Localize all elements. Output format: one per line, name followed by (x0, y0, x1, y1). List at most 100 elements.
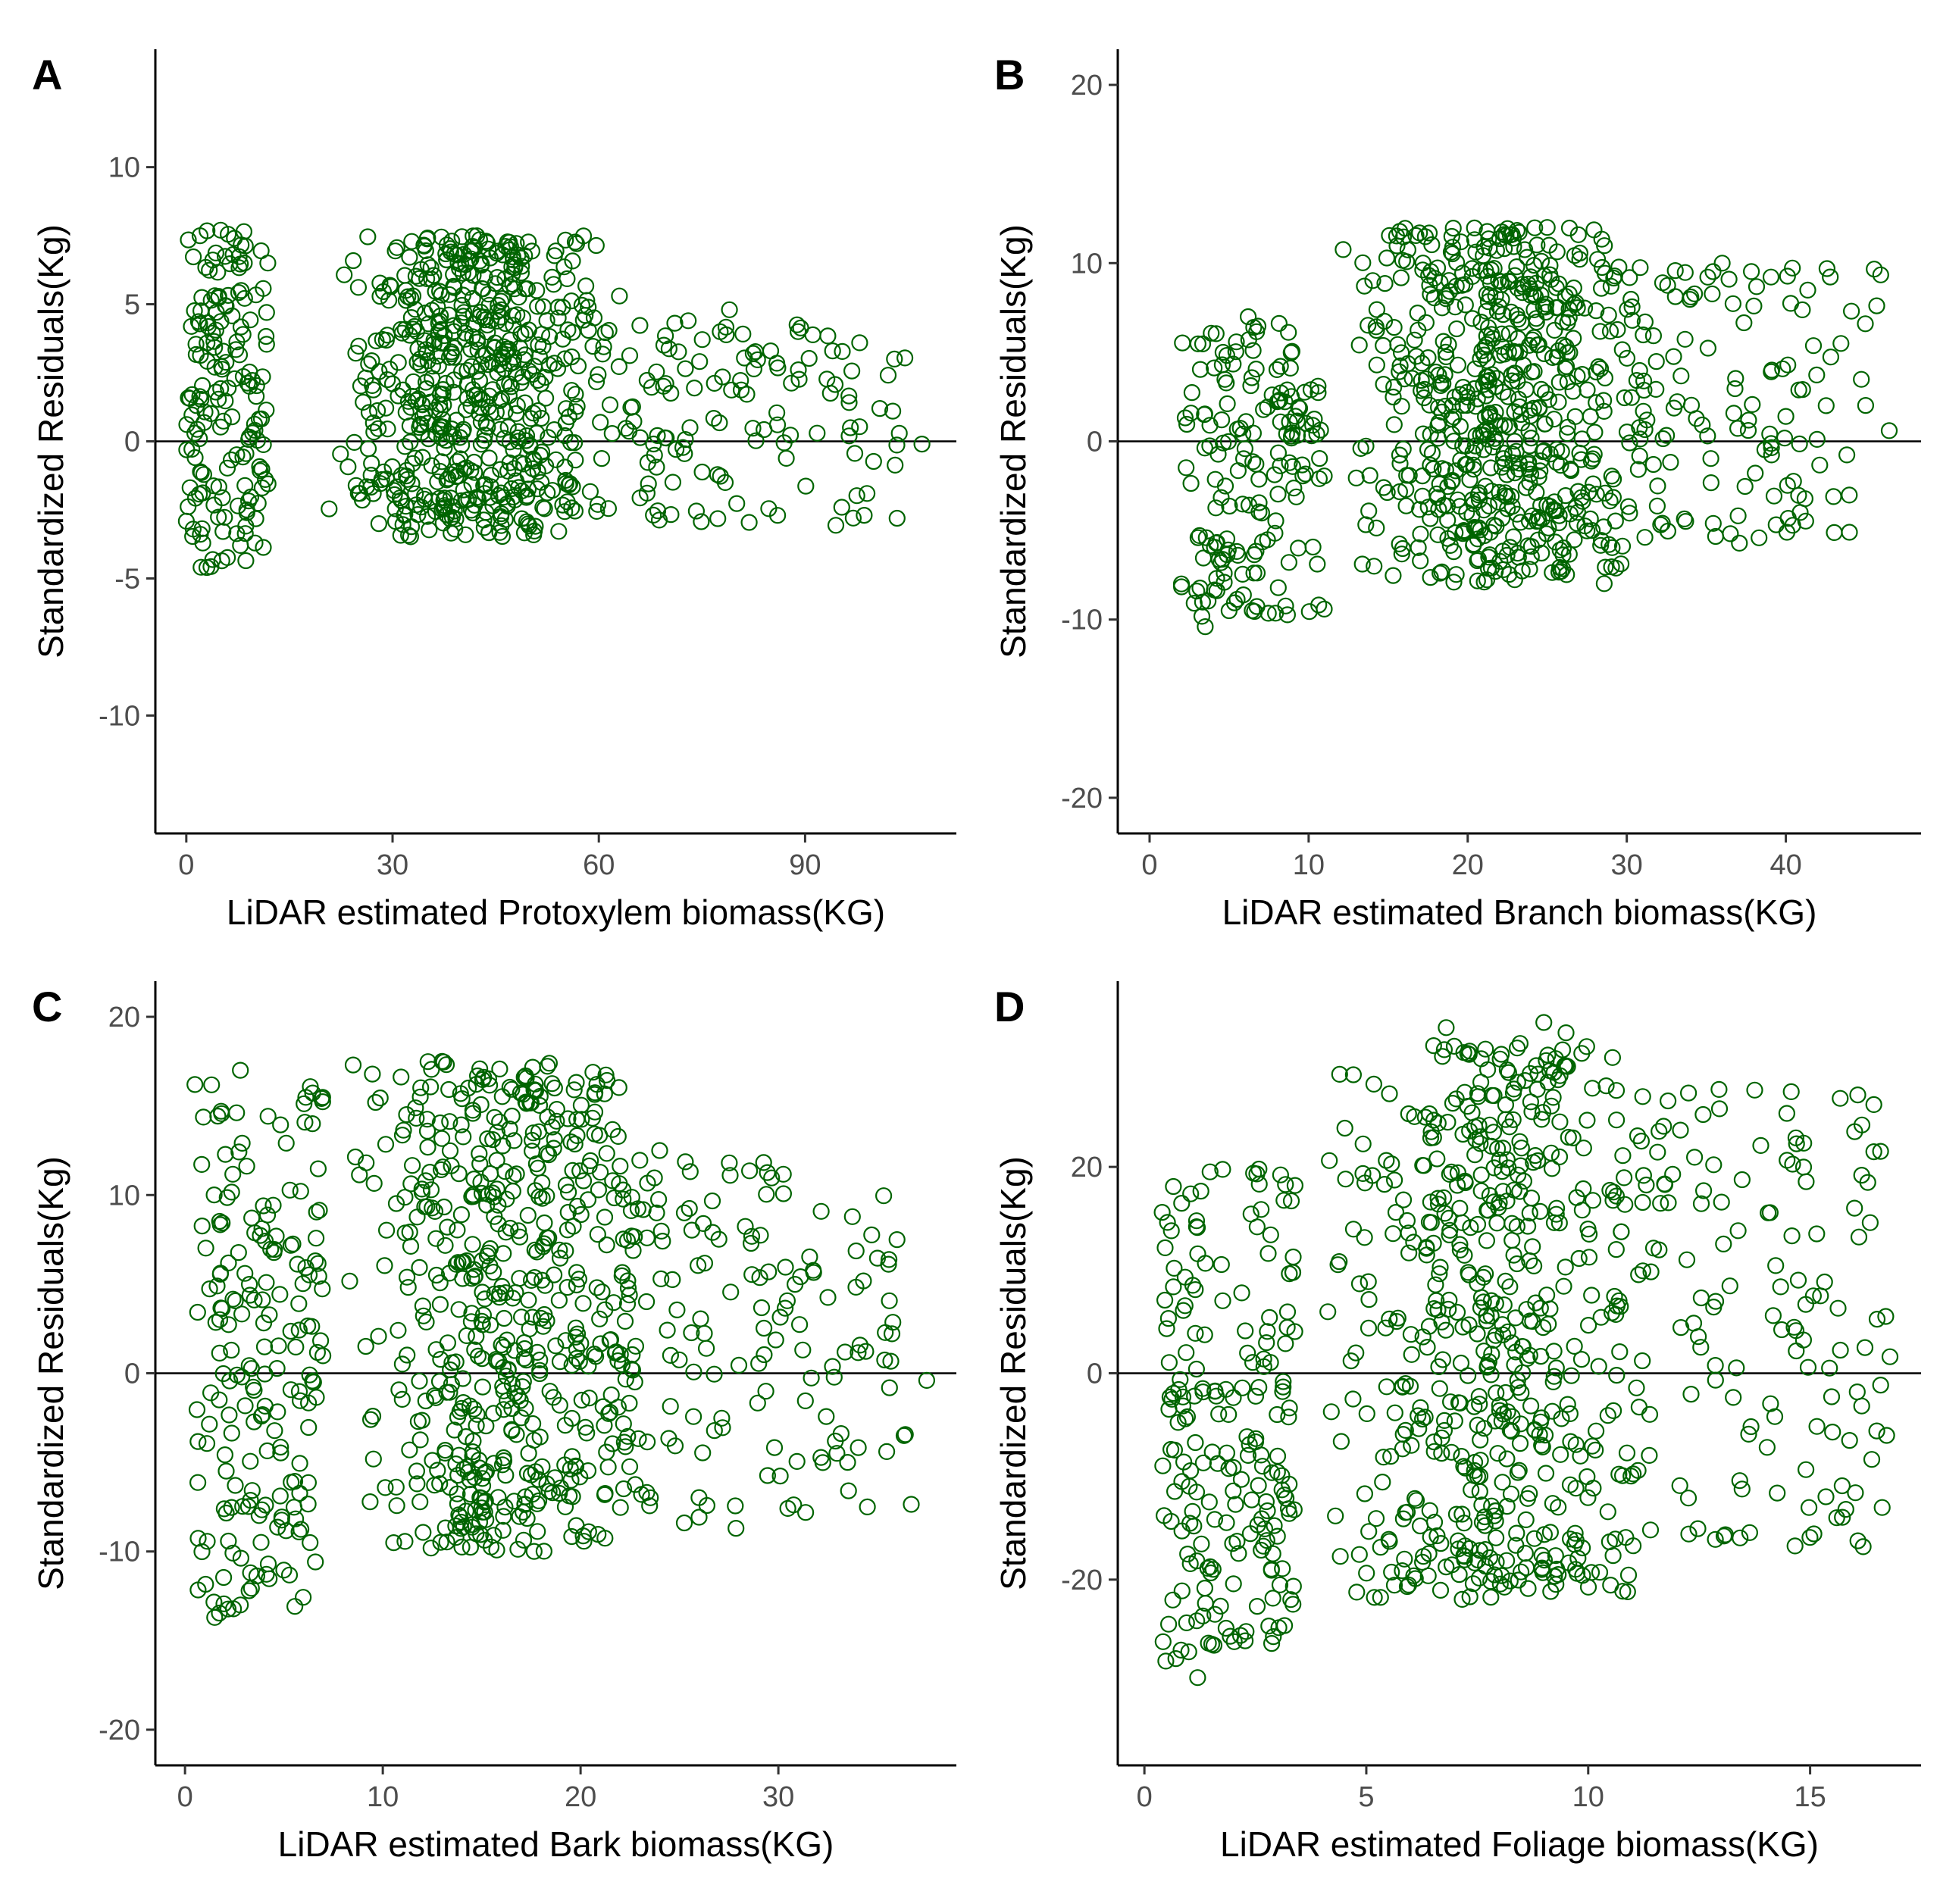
scatter-point (1647, 353, 1665, 370)
scatter-point (537, 369, 554, 386)
scatter-point (1475, 1268, 1492, 1287)
scatter-point (1271, 1576, 1289, 1593)
scatter-point (1805, 1525, 1823, 1543)
scatter-point (1478, 1312, 1496, 1330)
y-axis-title: Standardized Residuals(Kg) (31, 224, 70, 658)
scatter-point (482, 466, 500, 484)
scatter-point (1157, 1652, 1175, 1670)
scatter-point (1566, 1524, 1584, 1542)
scatter-point (538, 1187, 555, 1205)
scatter-point (850, 1344, 867, 1362)
scatter-point (1193, 1535, 1210, 1552)
scatter-point (518, 513, 536, 530)
scatter-point (637, 1293, 656, 1311)
scatter-point (1570, 1249, 1588, 1268)
scatter-point (717, 318, 735, 336)
scatter-point (1689, 1520, 1707, 1537)
scatter-point (499, 1392, 516, 1409)
scatter-point (592, 414, 609, 431)
scatter-point (1493, 1412, 1510, 1430)
scatter-point (1607, 1240, 1625, 1258)
scatter-point (1215, 434, 1232, 452)
scatter-point (1401, 1377, 1419, 1395)
scatter-point (1569, 299, 1586, 317)
scatter-point (1521, 561, 1538, 578)
scatter-point (1239, 1446, 1257, 1465)
scatter-point (1660, 1194, 1677, 1211)
y-tick-label: 20 (108, 1002, 140, 1033)
scatter-point (1729, 507, 1747, 524)
scatter-points (186, 1052, 936, 1626)
scatter-point (1559, 418, 1576, 436)
scatter-point (763, 1169, 781, 1186)
scatter-point (377, 1136, 395, 1153)
scatter-point (186, 424, 204, 442)
scatter-point (314, 1089, 331, 1106)
scatter-point (1662, 453, 1679, 471)
scatter-point (519, 1206, 537, 1224)
scatter-point (1197, 529, 1215, 546)
scatter-point (1430, 1358, 1447, 1376)
scatter-point (272, 1116, 289, 1133)
scatter-point (242, 488, 260, 506)
scatter-point (1472, 1166, 1490, 1183)
scatter-point (1367, 318, 1385, 336)
scatter-point (455, 1128, 472, 1146)
scatter-point (1276, 393, 1294, 411)
x-axis-title: LiDAR estimated Branch biomass(KG) (1222, 893, 1817, 932)
scatter-point (465, 1400, 483, 1418)
scatter-point (577, 1418, 594, 1436)
scatter-point (1476, 1508, 1494, 1526)
scatter-point (1817, 1488, 1835, 1505)
scatter-point (1414, 425, 1432, 442)
scatter-point (896, 1426, 914, 1443)
scatter-point (1436, 366, 1453, 383)
scatter-point (624, 1346, 641, 1364)
scatter-point (1521, 1252, 1538, 1270)
scatter-point (1565, 330, 1582, 347)
scatter-point (1335, 241, 1352, 258)
scatter-point (1522, 280, 1539, 298)
scatter-point (1392, 269, 1410, 286)
scatter-point (1682, 1385, 1700, 1403)
scatter-point (1816, 1273, 1833, 1291)
scatter-point (1721, 1277, 1738, 1295)
scatter-point (1534, 1104, 1552, 1121)
scatter-point (616, 1312, 634, 1330)
scatter-point (217, 392, 234, 410)
scatter-point (839, 1453, 856, 1471)
scatter-point (1394, 1377, 1411, 1395)
scatter-point (890, 424, 908, 442)
scatter-point (1469, 1088, 1487, 1105)
scatter-point (1375, 479, 1393, 496)
scatter-point (1544, 1495, 1561, 1512)
y-tick-label: -5 (114, 563, 140, 595)
scatter-point (227, 1292, 244, 1310)
scatter-point (230, 497, 247, 514)
scatter-point (1799, 281, 1816, 299)
scatter-point (1405, 1567, 1422, 1584)
scatter-point (232, 255, 249, 273)
scatter-point (630, 1430, 647, 1447)
scatter-point (623, 1360, 640, 1377)
scatter-point (1849, 1532, 1866, 1549)
scatter-point (1694, 1105, 1712, 1124)
scatter-point (1358, 1565, 1375, 1582)
scatter-point (302, 1534, 319, 1552)
scatter-point (1297, 465, 1314, 483)
scatter-point (1534, 1564, 1552, 1581)
scatter-point (567, 452, 584, 469)
x-axis-ticks: 0 10 20 30 40 (1141, 833, 1802, 881)
scatter-point (797, 477, 815, 495)
scatter-point (1616, 1169, 1633, 1186)
scatter-point (1726, 380, 1744, 398)
scatter-point (471, 1145, 488, 1162)
scatter-point (505, 460, 523, 477)
scatter-point (282, 1381, 299, 1399)
scatter-point (464, 1105, 482, 1122)
scatter-point (499, 233, 516, 251)
scatter-point (230, 1143, 248, 1161)
scatter-point (566, 233, 584, 251)
scatter-point (1188, 1612, 1206, 1630)
scatter-point (1163, 1390, 1181, 1408)
